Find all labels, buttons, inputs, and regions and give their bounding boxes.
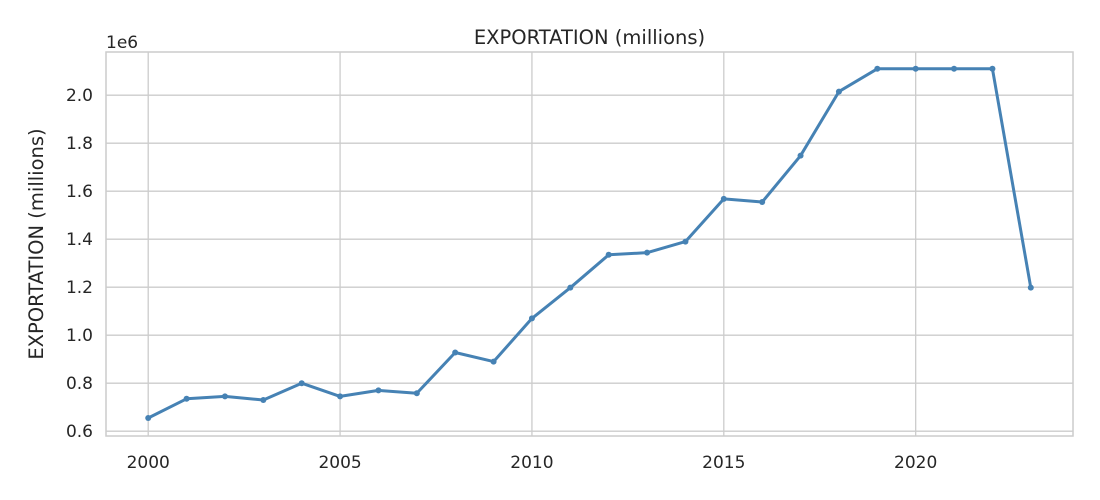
data-point [1027, 284, 1034, 291]
plot-frame [105, 51, 1074, 437]
data-point [221, 393, 228, 400]
y-tick-label: 1.2 [66, 278, 93, 298]
y-tick-label: 1.6 [66, 182, 93, 202]
x-tick-label: 2015 [702, 453, 745, 473]
data-point [682, 238, 689, 245]
data-point [989, 65, 996, 72]
y-tick-label: 2.0 [66, 86, 93, 106]
data-point [298, 380, 305, 387]
data-point [644, 249, 651, 256]
x-tick-label: 2005 [318, 453, 361, 473]
y-tick-label: 1.4 [66, 230, 93, 250]
data-point [835, 88, 842, 95]
data-point [145, 415, 152, 421]
series-layer [145, 65, 1034, 421]
y-axis-label: EXPORTATION (millions) [25, 128, 48, 359]
y-tick-label: 0.8 [66, 374, 93, 394]
x-tick-label: 2000 [127, 453, 170, 473]
x-tick-label: 2010 [510, 453, 553, 473]
data-point [605, 251, 612, 258]
data-point [183, 395, 190, 402]
data-point [490, 358, 497, 365]
chart-title: EXPORTATION (millions) [474, 26, 705, 49]
data-point [720, 195, 727, 202]
y-axis-offset-label: 1e6 [106, 33, 138, 53]
data-point [874, 65, 881, 72]
data-point [337, 393, 344, 400]
x-tick-labels: 2000 2005 2010 2015 2020 [127, 453, 938, 473]
x-tick-label: 2020 [894, 453, 937, 473]
data-point [528, 315, 535, 322]
data-point [413, 390, 420, 397]
data-point [759, 199, 766, 205]
y-tick-labels: 0.6 0.8 1.0 1.2 1.4 1.6 1.8 2.0 [66, 86, 93, 442]
data-point [797, 152, 804, 159]
data-point [567, 284, 574, 291]
data-point [951, 65, 958, 72]
grid-lines [106, 52, 1073, 436]
data-point [452, 349, 459, 356]
y-tick-label: 1.8 [66, 134, 93, 154]
y-tick-label: 1.0 [66, 326, 93, 346]
data-point [912, 65, 919, 72]
y-tick-label: 0.6 [66, 422, 93, 442]
data-point [260, 397, 267, 403]
data-point [375, 387, 382, 394]
series-line [146, 67, 1033, 420]
